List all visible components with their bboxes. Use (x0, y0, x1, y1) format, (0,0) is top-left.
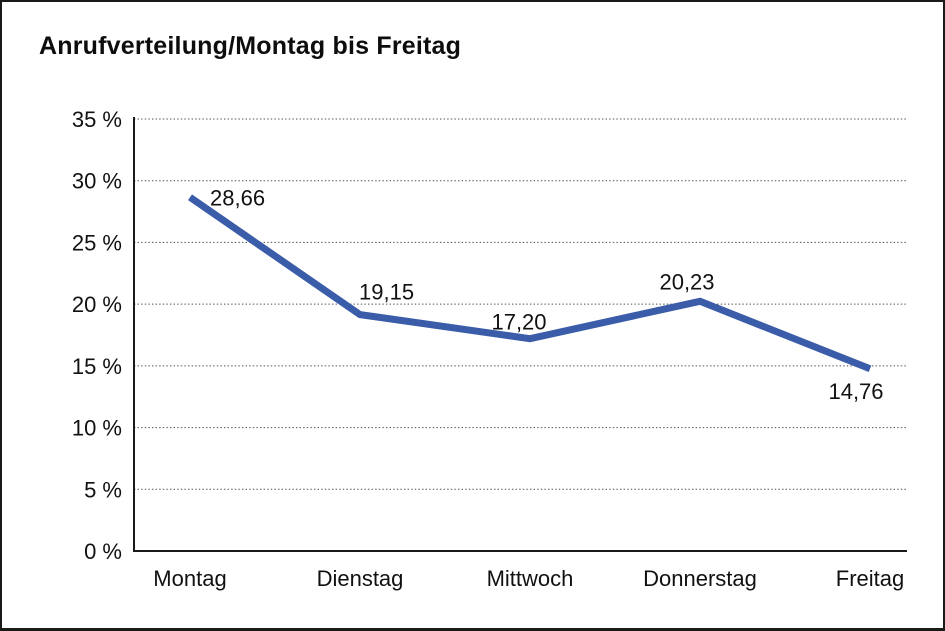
chart-title: Anrufverteilung/Montag bis Freitag (39, 32, 462, 60)
y-tick-label: 30 % (72, 169, 122, 194)
y-tick-label: 20 % (72, 292, 122, 317)
y-tick-label: 5 % (84, 477, 122, 502)
x-category-label: Dienstag (317, 566, 404, 591)
y-tick-label: 15 % (72, 354, 122, 379)
data-point-label: 20,23 (659, 269, 714, 294)
y-tick-label: 0 % (84, 539, 122, 564)
x-category-label: Mittwoch (487, 566, 574, 591)
x-category-label: Freitag (836, 566, 904, 591)
y-tick-label: 10 % (72, 416, 122, 441)
x-category-label: Donnerstag (643, 566, 757, 591)
series-line (188, 194, 872, 373)
y-tick-label: 35 % (72, 107, 122, 132)
data-point-label: 14,76 (828, 379, 883, 404)
data-point-label: 19,15 (359, 280, 414, 305)
data-point-label: 17,20 (491, 310, 546, 335)
y-tick-label: 25 % (72, 230, 122, 255)
x-category-label: Montag (153, 566, 226, 591)
data-point-label: 28,66 (210, 185, 265, 210)
